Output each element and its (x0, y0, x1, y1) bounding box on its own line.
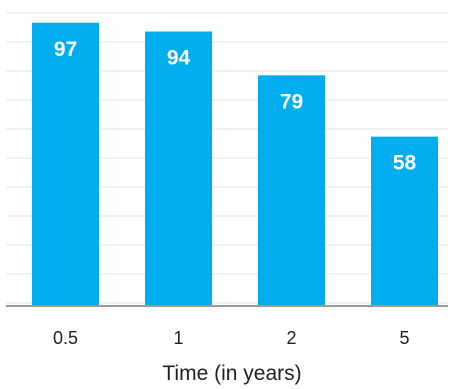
x-tick-labels: 0.5 1 2 5 (53, 328, 410, 348)
bar-1 (145, 31, 212, 307)
x-tick-label: 2 (286, 328, 296, 348)
bar-value-label: 94 (167, 47, 191, 70)
x-axis-title: Time (in years) (162, 362, 301, 385)
bar-2 (258, 75, 325, 306)
bar-5 (371, 136, 438, 306)
x-tick-label: 0.5 (53, 328, 78, 348)
x-tick-label: 5 (399, 328, 409, 348)
bar-value-label: 79 (280, 90, 303, 113)
bar-0.5 (32, 22, 99, 306)
bars: 97 94 79 58 (32, 22, 438, 307)
bar-value-label: 58 (393, 152, 417, 175)
x-tick-label: 1 (173, 328, 183, 348)
bar-value-label: 97 (54, 38, 77, 61)
